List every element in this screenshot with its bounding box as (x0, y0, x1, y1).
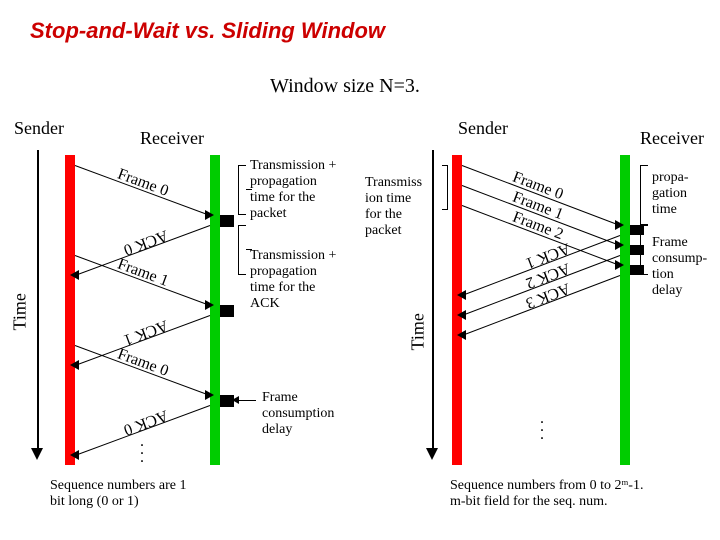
message-arrowhead (70, 450, 79, 460)
right-note: Sequence numbers from 0 to 2ᵐ-1. m-bit f… (450, 478, 643, 510)
left-receiver-bar (210, 155, 220, 465)
message-label: Frame 0 (115, 346, 171, 381)
message-arrowhead (70, 360, 79, 370)
right-time-label: Time (408, 313, 429, 350)
right-time-arrow (426, 448, 438, 460)
message-label: ACK 1 (121, 316, 170, 349)
message-label: ACK 0 (121, 226, 170, 259)
annotation-text: Frame consump- tion delay (652, 235, 707, 299)
bracket (640, 165, 648, 225)
bracket-arrow (246, 249, 252, 250)
consume-box (220, 215, 234, 227)
message-label: ACK 0 (121, 406, 170, 439)
message-arrowhead (615, 240, 624, 250)
right-receiver-bar (620, 155, 630, 465)
bracket (442, 165, 448, 210)
message-arrowhead (457, 310, 466, 320)
right-time-axis (432, 150, 434, 450)
message-arrowhead (457, 290, 466, 300)
bracket (238, 165, 246, 215)
right-receiver-label: Receiver (640, 128, 704, 149)
annotation-text: propa- gation time (652, 170, 689, 218)
left-time-label: Time (10, 293, 31, 330)
message-label: Frame 0 (115, 166, 171, 201)
right-dots: ... (540, 415, 544, 439)
bracket (238, 225, 246, 275)
bracket (640, 225, 648, 275)
message-arrowhead (457, 330, 466, 340)
anno-arrowhead (232, 396, 239, 404)
left-time-arrow (31, 448, 43, 460)
message-arrowhead (615, 260, 624, 270)
message-arrowhead (615, 220, 624, 230)
message-label: Frame 1 (115, 256, 171, 291)
message-arrowhead (205, 390, 214, 400)
left-receiver-label: Receiver (140, 128, 204, 149)
annotation-text: Transmission + propagation time for the … (250, 158, 336, 222)
left-time-axis (37, 150, 39, 450)
left-dots: ... (140, 438, 144, 462)
annotation-text: Frame consumption delay (262, 390, 334, 438)
left-sender-label: Sender (14, 118, 64, 139)
right-sender-label: Sender (458, 118, 508, 139)
consume-box (220, 305, 234, 317)
page-title: Stop-and-Wait vs. Sliding Window (30, 18, 385, 44)
message-arrowhead (205, 210, 214, 220)
left-note: Sequence numbers are 1 bit long (0 or 1) (50, 478, 186, 510)
left-sender-bar (65, 155, 75, 465)
message-arrowhead (70, 270, 79, 280)
message-arrowhead (205, 300, 214, 310)
bracket-arrow (246, 189, 252, 190)
anno-arrow (236, 400, 256, 401)
right-mid-anno: Transmiss ion time for the packet (365, 175, 422, 239)
subtitle: Window size N=3. (270, 75, 420, 98)
annotation-text: Transmission + propagation time for the … (250, 248, 336, 312)
